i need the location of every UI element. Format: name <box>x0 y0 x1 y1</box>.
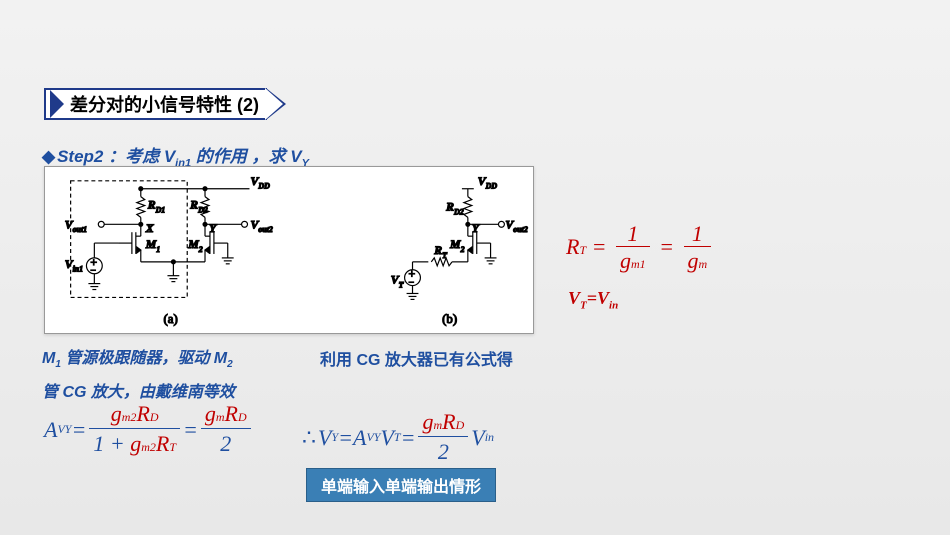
svg-text:−: − <box>90 266 96 277</box>
svg-text:VDD: VDD <box>250 174 270 191</box>
svg-text:RD1: RD1 <box>147 198 166 215</box>
svg-text:M2: M2 <box>187 237 203 254</box>
svg-text:Vin1: Vin1 <box>65 257 83 274</box>
avy-f1num: gm2RD <box>89 400 180 429</box>
step-var2: V <box>290 147 301 166</box>
rt-frac2: 1 gm <box>684 222 712 276</box>
circuit-svg: VDD RD1 RD2 Vout1 X Vout2 Y <box>45 167 533 333</box>
equation-avy: AVY = gm2RD 1 + gm2RT = gmRD 2 <box>44 400 254 459</box>
step-mid: 的作用 ，求 <box>191 147 290 166</box>
avy-eq1: = <box>71 417 86 443</box>
cap-a-l2: 管 CG 放大，由戴维南等效 <box>42 384 235 401</box>
avy-Asub: VY <box>57 422 71 437</box>
banner-wedge-left <box>50 90 64 118</box>
avy-frac1: gm2RD 1 + gm2RT <box>89 400 180 459</box>
avy-A: A <box>44 417 57 443</box>
vy-Vin: V <box>471 425 484 451</box>
avy-frac2: gmRD 2 <box>201 400 251 459</box>
vy-Vtsub: T <box>394 430 401 445</box>
rt-num1: 1 <box>616 222 650 247</box>
svg-text:X: X <box>145 221 155 235</box>
equation-vy: ∴ VY = AVYVT = gmRD 2 Vin <box>302 408 494 467</box>
vy-eq2: = <box>401 425 416 451</box>
section-title: 差分对的小信号特性 (2) <box>70 91 265 117</box>
rt-den2: gm <box>684 247 712 276</box>
cap-a-m1: M <box>42 350 55 367</box>
svg-text:VDD: VDD <box>478 174 498 191</box>
avy-f1den: 1 + gm2RT <box>89 429 180 460</box>
svg-text:RT: RT <box>433 243 448 260</box>
svg-text:RD2: RD2 <box>445 199 464 216</box>
svg-text:M1: M1 <box>145 237 161 254</box>
svg-text:Vout1: Vout1 <box>65 217 87 234</box>
equation-vt: VT=Vin <box>568 288 618 312</box>
svg-text:(b): (b) <box>442 312 457 326</box>
avy-f2den: 2 <box>201 429 251 460</box>
rt-den1: gm1 <box>616 247 650 276</box>
caption-b: 利用 CG 放大器已有公式得 <box>320 346 513 370</box>
circuit-diagram: VDD RD1 RD2 Vout1 X Vout2 Y <box>44 166 534 334</box>
vy-fden: 2 <box>418 437 468 468</box>
vy-fnum: gmRD <box>418 408 468 437</box>
rt-Rsub: T <box>579 243 586 257</box>
cap-a-l1post: 管源极跟随器，驱动 <box>61 350 214 367</box>
rt-frac1: 1 gm1 <box>616 222 650 276</box>
vy-A: A <box>353 425 366 451</box>
vt-V: V <box>568 288 580 308</box>
vy-V: V <box>318 425 331 451</box>
svg-text:M2: M2 <box>449 237 465 254</box>
footer-highlight: 单端输入单端输出情形 <box>306 468 496 502</box>
rt-num2: 1 <box>684 222 712 247</box>
vy-frac: gmRD 2 <box>418 408 468 467</box>
svg-text:−: − <box>409 278 415 289</box>
vy-Asub: VY <box>366 430 380 445</box>
avy-eq2: = <box>183 417 198 443</box>
cap-a-m2: M <box>214 350 227 367</box>
cap-a-m2sub: 2 <box>227 359 233 370</box>
vt-Vinsub: in <box>609 300 618 312</box>
rt-R: R <box>566 234 579 259</box>
equation-rt: RT = 1 gm1 = 1 gm <box>566 222 715 276</box>
vt-Vsub: T <box>580 300 587 312</box>
vy-Vinsub: in <box>485 430 494 445</box>
svg-text:RD2: RD2 <box>189 198 208 215</box>
vy-eq1: = <box>338 425 353 451</box>
svg-text:(a): (a) <box>164 312 178 326</box>
vy-Vsub: Y <box>331 430 338 445</box>
avy-f2num: gmRD <box>201 400 251 429</box>
step-prefix: Step2 ：考虑 <box>57 147 164 166</box>
rt-eq2: = <box>659 234 679 259</box>
rt-eq1: = <box>592 234 612 259</box>
step-var1: V <box>164 147 175 166</box>
vy-Vt: V <box>380 425 393 451</box>
section-title-banner: 差分对的小信号特性 (2) <box>44 88 267 120</box>
diamond-bullet-icon: ◆ <box>42 147 55 166</box>
vy-there: ∴ <box>302 425 316 451</box>
vt-Vin: V <box>597 288 609 308</box>
svg-text:VT: VT <box>391 273 405 290</box>
svg-text:Vout2: Vout2 <box>505 217 527 234</box>
banner-wedge-right <box>265 88 283 120</box>
svg-text:Vout2: Vout2 <box>250 217 272 234</box>
vt-eq: = <box>587 288 597 308</box>
